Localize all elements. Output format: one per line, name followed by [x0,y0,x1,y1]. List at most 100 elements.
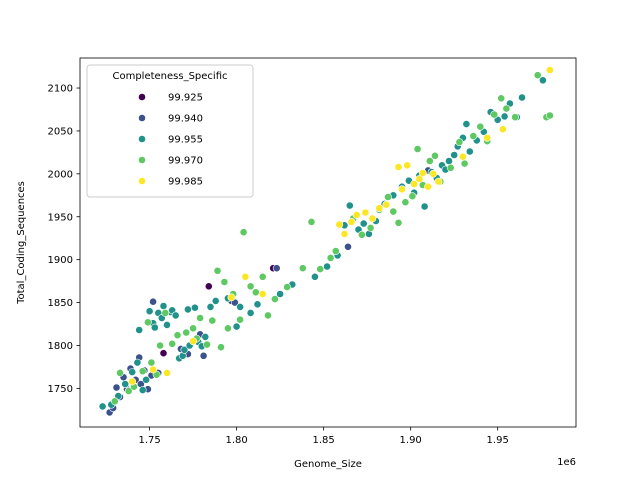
scatter-point [138,367,147,376]
scatter-point [511,113,519,122]
scatter-point [310,272,319,281]
scatter-point [490,110,499,119]
scatter-point [201,332,210,341]
scatter-point [458,152,467,161]
scatter-point [143,318,152,327]
scatter-point [236,302,244,311]
scatter-point [546,111,554,120]
scatter-point [258,272,267,281]
scatter-point [223,324,232,333]
scatter-point [502,104,511,113]
scatter-point [98,402,107,411]
y-tick-label: 1850 [48,298,73,309]
scatter-point [168,339,177,348]
y-tick-label: 2100 [48,84,73,95]
scatter-point [425,157,434,165]
scatter-point [180,345,189,354]
scatter-point [359,219,368,228]
scatter-point [326,253,335,262]
scatter-point [232,322,241,331]
scatter-point [241,272,250,281]
scatter-point [211,296,220,305]
y-tick-label: 1750 [48,384,73,395]
scatter-point [384,193,392,201]
scatter-point [340,229,349,238]
legend-label: 99.955 [168,135,203,146]
scatter-point [149,365,157,374]
scatter-point [253,300,262,309]
scatter-point [446,163,455,172]
scatter-point [394,163,403,171]
scatter-point [236,315,244,324]
scatter-point [465,147,474,156]
legend-marker [138,114,146,122]
scatter-point [413,145,422,153]
scatter-point [220,278,229,286]
scatter-point [518,93,526,102]
scatter-point [361,208,370,217]
scatter-point [213,266,222,275]
x-tick-label: 1.80 [225,435,247,446]
scatter-point [316,265,325,273]
scatter-point [156,341,164,350]
scatter-point [227,293,236,302]
scatter-point [246,282,255,291]
scatter-point [476,122,485,131]
legend-box [86,64,254,198]
legend-label: 99.985 [168,177,203,188]
scatter-point [344,242,352,251]
scatter-point [150,323,159,332]
scatter-point [323,262,331,271]
scatter-point [455,138,464,146]
y-tick-label: 2050 [48,126,73,137]
y-tick-label: 1950 [48,212,73,223]
scatter-point [434,177,443,186]
y-tick-label: 2000 [48,169,73,180]
scatter-point [431,151,439,160]
scatter-point [124,387,133,395]
scatter-point [208,316,217,325]
scatter-point [128,377,137,386]
scatter-point [462,120,471,128]
scatter-point [331,247,340,255]
legend-marker [138,177,146,185]
legend-entries: 99.925 99.940 99.955 99.970 99.985 [138,93,203,188]
x-axis-label: Genome_Size [294,459,362,470]
scatter-point [116,368,124,377]
scatter-point [171,311,180,320]
scatter-point [335,220,344,229]
scatter-point [398,185,406,194]
x-tick-label: 1.75 [138,435,160,446]
scatter-point [389,207,398,216]
scatter-point [429,169,438,178]
y-axis-ticks: 1750 1800 1850 1900 1950 2000 2050 2100 [48,84,80,395]
scatter-point [138,386,147,394]
y-tick-label: 1900 [48,255,73,266]
scatter-point [283,283,291,291]
plot-frame [79,57,577,428]
scatter-point [298,264,307,273]
scatter-point [258,290,267,298]
y-axis-label: Total_Coding_Sequences [16,181,27,305]
legend-marker [138,135,146,143]
x-tick-label: 1.95 [487,435,509,446]
scatter-point [190,303,199,312]
scatter-point [394,218,403,227]
scatter-point [159,349,168,358]
scatter-point [135,326,144,334]
scatter-point [189,337,197,346]
scatter-point [375,204,384,213]
scatter-point [403,161,412,170]
legend-label: 99.970 [168,156,203,167]
scatter-point [203,340,211,349]
scatter-point [163,368,171,377]
x-tick-label: 1.90 [400,435,422,446]
scatter-point [128,368,137,376]
scatter-point [357,230,366,239]
scatter-point [149,297,157,306]
legend-label: 99.940 [168,114,203,125]
scatter-point [366,223,375,232]
scatter-point [183,305,192,314]
scatter-point [264,311,272,320]
